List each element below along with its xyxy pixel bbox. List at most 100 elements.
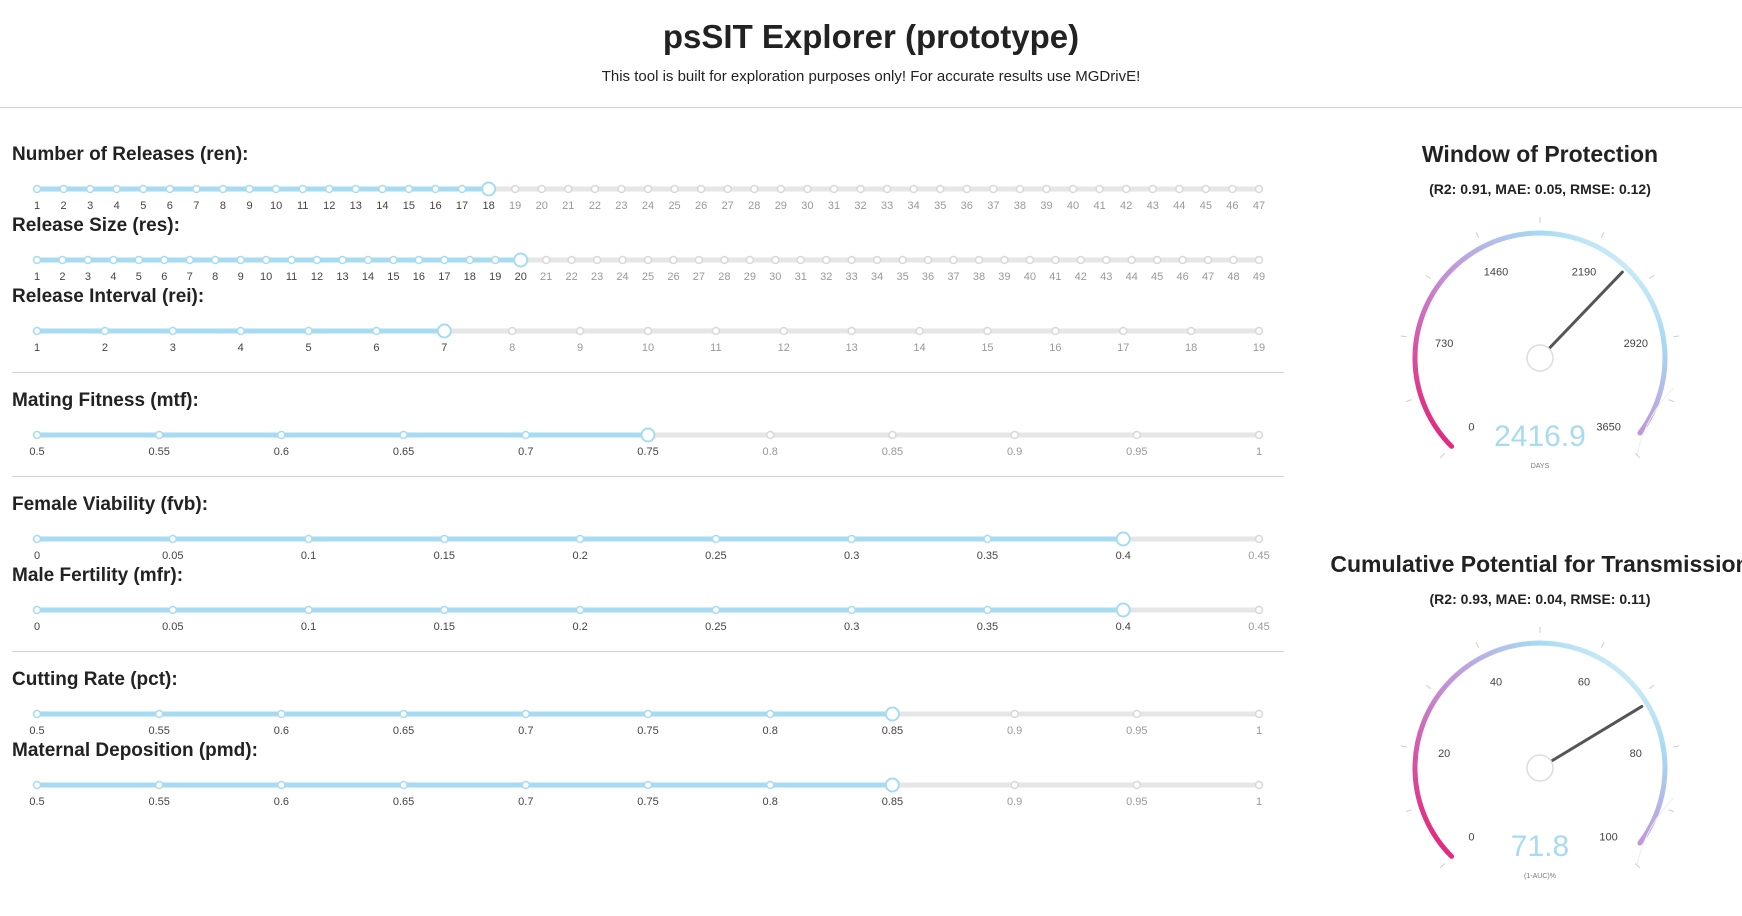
gauge-tick <box>1635 863 1641 869</box>
slider-tick-dot <box>510 184 520 194</box>
slider-tick-label: 0.6 <box>274 446 289 458</box>
slider-number-of-releases[interactable]: Number of Releases (ren): 1 2 3 4 5 6 7 8 9 10 11 1… <box>12 144 1274 214</box>
slider-track-graphic[interactable]: 1 2 3 4 5 6 7 8 9 10 11 12 13 14 15 16 17 18 19 <box>12 286 1274 356</box>
slider-tick-dot <box>414 255 424 265</box>
slider-tick-label: 0.3 <box>844 550 859 562</box>
gauge-tick <box>1600 232 1605 238</box>
gauge-scale-label: 1460 <box>1484 267 1508 279</box>
slider-tick-label: 0.65 <box>393 446 414 458</box>
gauge-value: 71.8 <box>1511 830 1569 863</box>
slider-handle[interactable] <box>1115 531 1131 547</box>
slider-tick-dot <box>1010 780 1019 790</box>
slider-tick-dot <box>324 184 334 194</box>
slider-tick-label: 18 <box>1185 342 1197 354</box>
slider-fill <box>37 186 489 192</box>
slider-tick-label: 28 <box>718 271 730 283</box>
gauge-dial: 0 730 1460 2190 2920 3650 2416.9 DAYS <box>1400 217 1680 470</box>
slider-tick-label: 0.8 <box>763 796 778 808</box>
slider-tick-dot <box>1102 255 1111 265</box>
slider-tick-dot <box>277 709 286 719</box>
gauge-needle <box>1550 704 1644 763</box>
slider-tick-dot <box>765 709 775 719</box>
slider-mating-fitness[interactable]: Mating Fitness (mtf): 0.5 0.55 0.6 0.65 0.7 0… <box>12 390 1274 460</box>
slider-tick-label: 0.9 <box>1007 796 1022 808</box>
slider-track-graphic[interactable]: 0.5 0.55 0.6 0.65 0.7 0.75 0.8 0.85 0.9 0.95 1 <box>12 669 1274 739</box>
slider-tick-label: 0.2 <box>572 621 587 633</box>
slider-handle[interactable] <box>513 252 529 268</box>
slider-tick-dot <box>1051 326 1060 336</box>
slider-tick-label: 21 <box>562 200 574 212</box>
gauge-scale-label: 0 <box>1468 422 1474 434</box>
slider-release-interval[interactable]: Release Interval (rei): 1 2 3 4 5 6 7 8 9 10 11 12 1… <box>12 286 1274 356</box>
slider-tick-dot <box>59 184 68 194</box>
slider-tick-label: 0.25 <box>705 621 726 633</box>
slider-label: Release Size (res): <box>12 215 180 236</box>
slider-track-graphic[interactable]: 0 0.05 0.1 0.15 0.2 0.25 0.3 0.35 0.4 0.45 <box>12 494 1274 564</box>
slider-tick-label: 0.25 <box>705 550 726 562</box>
slider-tick-label: 29 <box>775 200 787 212</box>
slider-tick-dot <box>564 184 573 194</box>
slider-tick-label: 0.6 <box>274 796 289 808</box>
slider-track-graphic[interactable]: 1 2 3 4 5 6 7 8 9 10 11 12 13 14 15 16 17 18 19 20 21 22 23 24 2… <box>12 144 1274 214</box>
slider-tick-dot <box>236 255 245 265</box>
slider-tick-label: 22 <box>589 200 601 212</box>
slider-tick-dot <box>643 709 653 719</box>
slider-tick-dot <box>711 605 721 615</box>
slider-tick-dot <box>491 255 500 265</box>
slider-handle[interactable] <box>884 706 900 722</box>
slider-tick-dot <box>304 326 313 336</box>
slider-maternal-deposition[interactable]: Maternal Deposition (pmd): 0.5 0.55 0.6 0.6… <box>12 740 1274 810</box>
slider-handle[interactable] <box>1115 602 1131 618</box>
slider-handle[interactable] <box>884 777 900 793</box>
slider-tick-label: 7 <box>441 342 447 354</box>
slider-handle[interactable] <box>640 427 656 443</box>
slider-tick-dot <box>1254 534 1264 544</box>
slider-tick-dot <box>168 534 178 544</box>
slider-tick-label: 0.45 <box>1248 621 1269 633</box>
gauge-scale-label: 2190 <box>1572 267 1596 279</box>
slider-tick-dot <box>32 709 42 719</box>
slider-tick-label: 6 <box>161 271 167 283</box>
section-divider <box>12 372 1284 373</box>
slider-tick-dot <box>1051 255 1060 265</box>
slider-tick-dot <box>829 184 839 194</box>
slider-handle[interactable] <box>481 181 497 197</box>
slider-tick-dot <box>1132 709 1142 719</box>
slider-handle[interactable] <box>436 323 452 339</box>
gauge-value: 2416.9 <box>1494 420 1586 453</box>
slider-tick-dot <box>575 605 585 615</box>
slider-track-graphic[interactable]: 0 0.05 0.1 0.15 0.2 0.25 0.3 0.35 0.4 0.45 <box>12 565 1274 635</box>
gauge-window-of-protection: Window of Protection (R2: 0.91, MAE: 0.0… <box>1330 138 1742 478</box>
slider-tick-dot <box>399 430 408 440</box>
slider-tick-label: 35 <box>896 271 908 283</box>
slider-tick-label: 13 <box>846 342 858 354</box>
slider-female-viability[interactable]: Female Viability (fvb): 0 0.05 0.1 0.15 0.2 0… <box>12 494 1274 564</box>
slider-tick-dot <box>989 184 998 194</box>
slider-tick-label: 24 <box>642 200 654 212</box>
slider-track-graphic[interactable]: 0.5 0.55 0.6 0.65 0.7 0.75 0.8 0.85 0.9 0.95 1 <box>12 740 1274 810</box>
slider-tick-label: 37 <box>987 200 999 212</box>
slider-tick-label: 5 <box>305 342 311 354</box>
slider-track-graphic[interactable]: 0.5 0.55 0.6 0.65 0.7 0.75 0.8 0.85 0.9 0.95 1 <box>12 390 1274 460</box>
slider-tick-label: 41 <box>1049 271 1061 283</box>
slider-tick-dot <box>643 184 653 194</box>
slider-tick-dot <box>372 326 381 336</box>
slider-tick-dot <box>1152 255 1162 265</box>
slider-tick-label: 28 <box>748 200 760 212</box>
slider-tick-label: 0.55 <box>148 446 169 458</box>
slider-tick-label: 13 <box>350 200 362 212</box>
slider-male-fertility[interactable]: Male Fertility (mfr): 0 0.05 0.1 0.15 0.2 0.2… <box>12 565 1274 635</box>
gauge-scale-label: 3650 <box>1596 422 1620 434</box>
slider-cutting-rate[interactable]: Cutting Rate (pct): 0.5 0.55 0.6 0.65 0.7 0.7… <box>12 669 1274 739</box>
gauge-tick <box>1405 399 1412 403</box>
slider-tick-dot <box>32 780 42 790</box>
slider-tick-label: 12 <box>323 200 335 212</box>
slider-tick-dot <box>882 184 892 194</box>
slider-release-size[interactable]: Release Size (res): 1 2 3 4 5 6 7 8 9 10 11 12 13 14 1… <box>12 215 1274 285</box>
slider-tick-dot <box>338 255 347 265</box>
gauge-tick <box>1425 274 1432 280</box>
gauge-dial: 0 20 40 60 80 100 71.8 (1-AUC)% <box>1400 627 1680 880</box>
slider-tick-label: 11 <box>710 342 721 354</box>
slider-tick-dot <box>298 184 307 194</box>
slider-track-graphic[interactable]: 1 2 3 4 5 6 7 8 9 10 11 12 13 14 15 16 17 18 19 20 21 22 23 24 2… <box>12 215 1274 285</box>
